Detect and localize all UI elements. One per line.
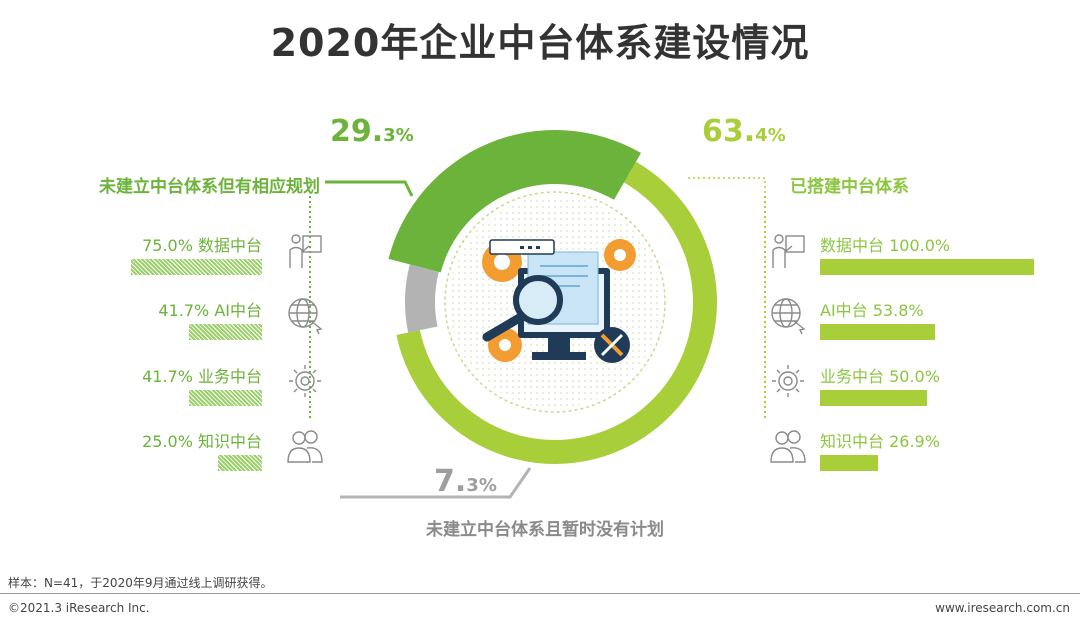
right-bar bbox=[820, 455, 878, 471]
copyright: ©2021.3 iResearch Inc. bbox=[8, 601, 150, 615]
right-bar-label: 知识中台 26.9% bbox=[820, 432, 940, 451]
users-icon bbox=[285, 426, 325, 466]
presenter-icon bbox=[285, 230, 325, 270]
left-bar-label: 25.0% 知识中台 bbox=[142, 432, 262, 451]
page-title: 2020年企业中台体系建设情况 bbox=[270, 21, 810, 65]
left-bar bbox=[189, 324, 262, 340]
left-bar bbox=[130, 259, 262, 275]
pct-built: 63.4% bbox=[702, 114, 786, 149]
footer-divider bbox=[0, 593, 1080, 594]
pct-planned: 29.3% bbox=[330, 114, 414, 149]
globe-cursor-icon bbox=[285, 295, 325, 335]
right-bar bbox=[820, 390, 927, 406]
group-label-built: 已搭建中台体系 bbox=[790, 177, 909, 197]
left-bar bbox=[218, 455, 262, 471]
inner-dashed-circle bbox=[444, 191, 666, 413]
left-bar-label: 41.7% AI中台 bbox=[158, 301, 262, 320]
right-bar bbox=[820, 324, 936, 340]
donut-chart bbox=[388, 129, 717, 464]
users-icon bbox=[768, 426, 808, 466]
group-label-no-plan: 未建立中台体系且暂时没有计划 bbox=[426, 520, 664, 540]
pct-no-plan: 7.3% bbox=[434, 464, 497, 499]
group-label-planned: 未建立中台体系但有相应规划 bbox=[99, 177, 320, 197]
presenter-icon bbox=[768, 230, 808, 270]
right-bar-label: AI中台 53.8% bbox=[820, 301, 924, 320]
right-bar-label: 业务中台 50.0% bbox=[820, 367, 940, 386]
left-bar-label: 41.7% 业务中台 bbox=[142, 367, 262, 386]
globe-cursor-icon bbox=[768, 295, 808, 335]
gear-refresh-icon bbox=[285, 361, 325, 401]
left-bar-label: 75.0% 数据中台 bbox=[142, 236, 262, 255]
connector-bottom bbox=[340, 467, 532, 499]
center-illustration-icon bbox=[482, 239, 636, 363]
sample-note: 样本：N=41，于2020年9月通过线上调研获得。 bbox=[8, 576, 273, 590]
left-bar bbox=[189, 390, 262, 406]
right-bar bbox=[820, 259, 1034, 275]
gear-refresh-icon bbox=[768, 361, 808, 401]
donut-slice-1 bbox=[405, 264, 439, 333]
right-bar-label: 数据中台 100.0% bbox=[820, 236, 951, 255]
connector-left-solid bbox=[325, 180, 414, 197]
connector-right-top bbox=[688, 177, 766, 196]
donut-slice-2 bbox=[388, 129, 641, 273]
website: www.iresearch.com.cn bbox=[935, 601, 1070, 615]
